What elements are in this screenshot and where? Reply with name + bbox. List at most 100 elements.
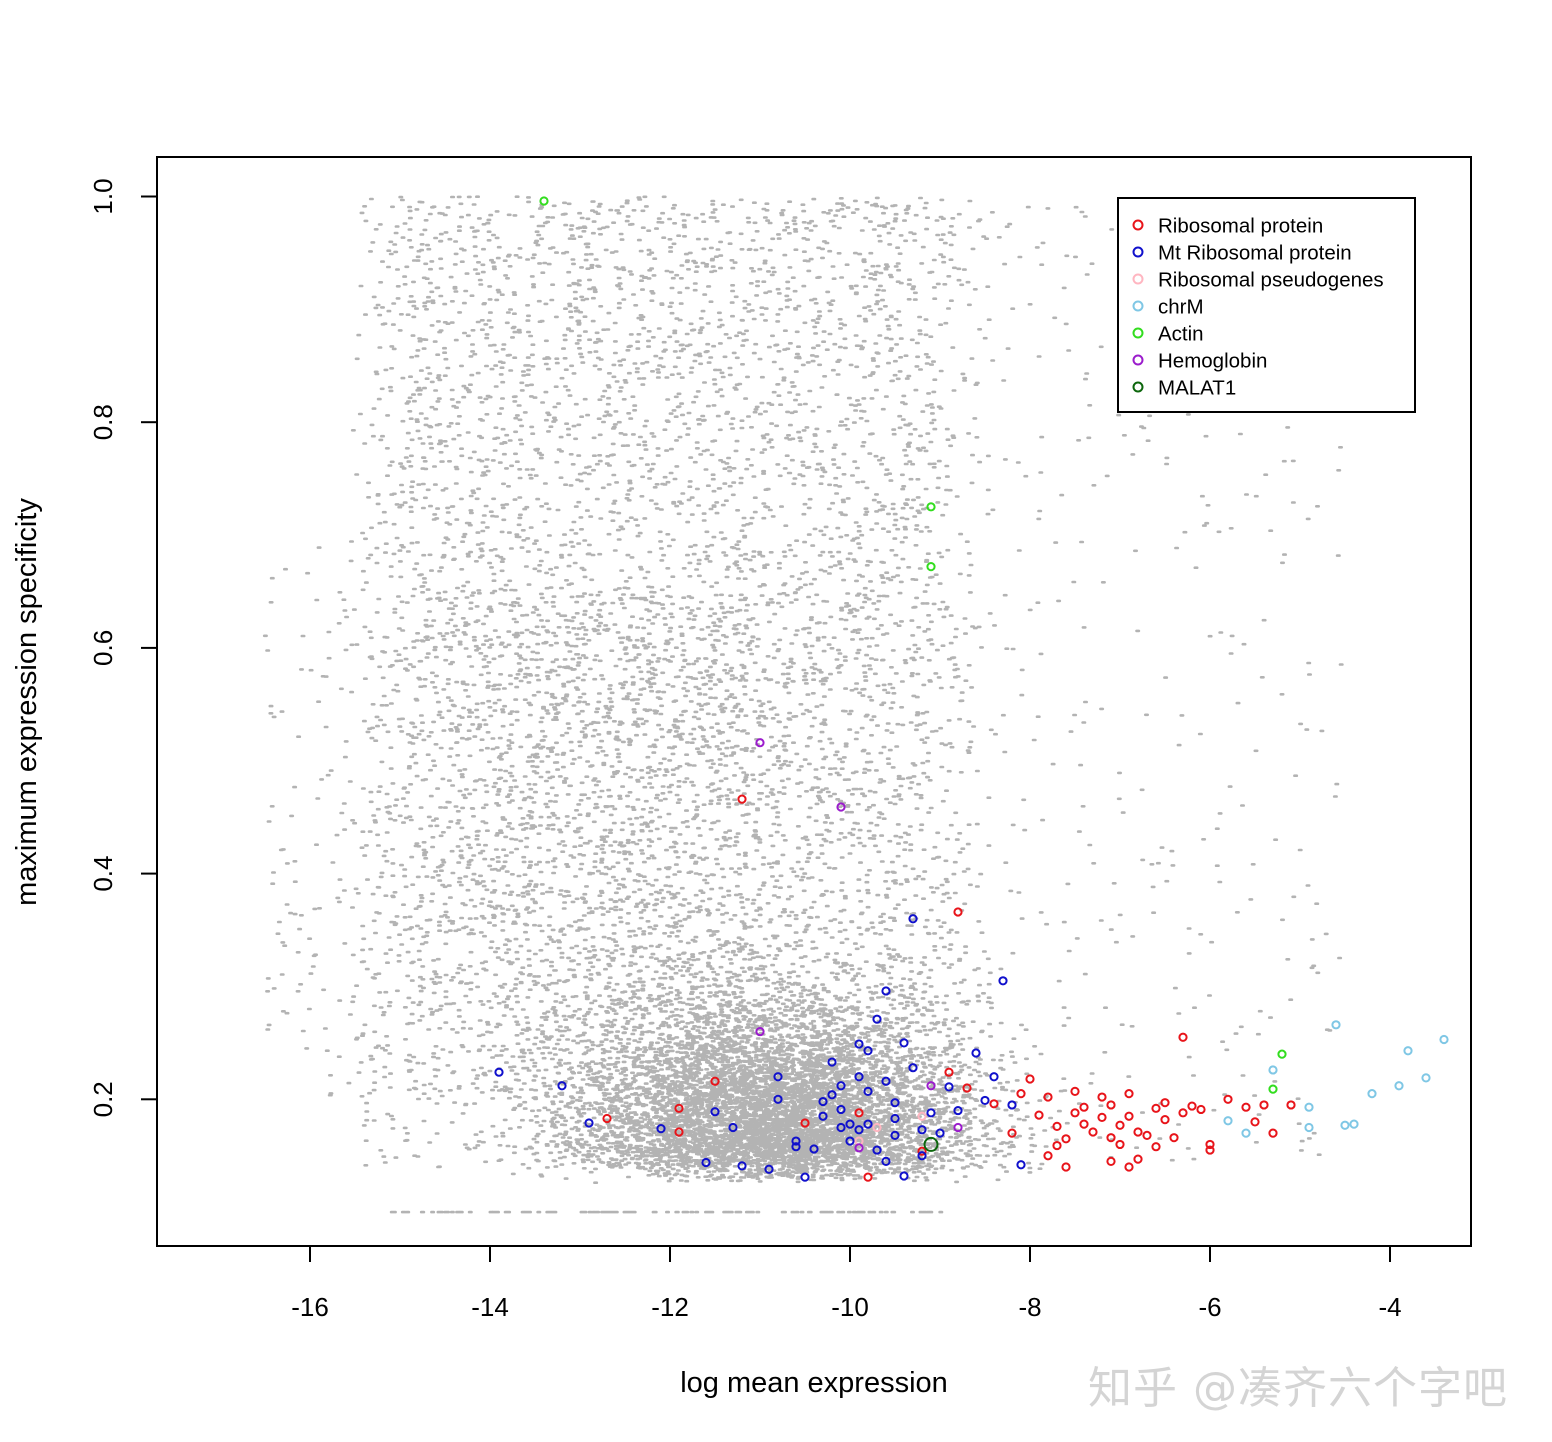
data-point [1134,1156,1141,1163]
data-point [1017,1090,1024,1097]
data-point [1350,1121,1357,1128]
x-axis-title: log mean expression [680,1367,948,1399]
data-point [1017,1161,1024,1168]
data-point [927,1109,934,1116]
data-point [1080,1104,1087,1111]
data-point [990,1073,997,1080]
data-point [1080,1121,1087,1128]
data-point [801,1174,808,1181]
data-point [1089,1128,1096,1135]
data-point [882,987,889,994]
x-tick-label: -16 [291,1292,329,1322]
data-point [1134,1128,1141,1135]
data-point [864,1174,871,1181]
legend-item: Ribosomal protein [1134,215,1324,238]
legend-item: Ribosomal pseudogenes [1134,269,1384,292]
y-tick-label: 0.6 [88,630,118,666]
data-point [1269,1130,1276,1137]
data-point [1143,1132,1150,1139]
data-point [972,1049,979,1056]
data-point [1098,1093,1105,1100]
data-point [1035,1111,1042,1118]
data-point [1404,1047,1411,1054]
legend-item: Mt Ribosomal protein [1134,242,1352,265]
legend-label: Ribosomal pseudogenes [1158,269,1384,292]
data-point [1107,1158,1114,1165]
data-point [1053,1142,1060,1149]
x-tick-label: -12 [651,1292,689,1322]
x-tick-label: -4 [1378,1292,1401,1322]
data-point [1098,1114,1105,1121]
legend-label: MALAT1 [1158,377,1236,400]
data-point [1287,1101,1294,1108]
y-tick-label: 0.8 [88,404,118,440]
legend: Ribosomal protein Mt Ribosomal protein Rib… [1118,198,1415,412]
data-point [1179,1034,1186,1041]
data-point [1440,1036,1447,1043]
data-point [1179,1109,1186,1116]
legend-label: chrM [1158,296,1204,319]
data-point [900,1039,907,1046]
data-point [999,977,1006,984]
data-point [1170,1134,1177,1141]
data-point [1071,1088,1078,1095]
legend-label: Actin [1158,323,1204,346]
data-point [1341,1122,1348,1129]
data-point [1197,1106,1204,1113]
y-tick-label: 1.0 [88,178,118,214]
data-point [1224,1096,1231,1103]
y-tick-label: 0.2 [88,1081,118,1117]
data-point [927,503,934,510]
data-point [1368,1090,1375,1097]
data-point [1107,1101,1114,1108]
data-point [1116,1122,1123,1129]
data-point [1305,1124,1312,1131]
data-point [1395,1082,1402,1089]
data-point [1242,1104,1249,1111]
data-point [1044,1152,1051,1159]
legend-label: Ribosomal protein [1158,215,1323,238]
data-point [1161,1116,1168,1123]
data-point [1260,1101,1267,1108]
data-point [1125,1113,1132,1120]
data-point [738,796,745,803]
x-axis: -16 -14 -12 -10 -8 -6 -4 [291,1246,1401,1322]
data-point [1251,1118,1258,1125]
data-point [1422,1074,1429,1081]
x-tick-label: -8 [1018,1292,1041,1322]
data-point [1224,1117,1231,1124]
data-point [900,1172,907,1179]
data-point [1125,1090,1132,1097]
x-tick-label: -14 [471,1292,509,1322]
x-tick-label: -6 [1198,1292,1221,1322]
data-point [1305,1104,1312,1111]
data-point [1332,1021,1339,1028]
y-axis: 0.2 0.4 0.6 0.8 1.0 [88,178,157,1117]
legend-label: Hemoglobin [1158,350,1267,373]
legend-label: Mt Ribosomal protein [1158,242,1352,265]
data-point [927,563,934,570]
data-point [1062,1163,1069,1170]
data-point [1188,1102,1195,1109]
data-point [1269,1086,1276,1093]
data-point [981,1097,988,1104]
data-point [954,908,961,915]
data-point [1008,1101,1015,1108]
y-axis-title: maximum expression specificity [11,498,43,906]
x-tick-label: -10 [831,1292,869,1322]
data-point [1152,1143,1159,1150]
data-point [1071,1109,1078,1116]
data-point [1152,1105,1159,1112]
data-point [1062,1135,1069,1142]
data-point [1026,1075,1033,1082]
data-point [756,739,763,746]
watermark: 知乎 @凑齐六个字吧 [1088,1352,1508,1416]
data-point [1125,1163,1132,1170]
y-tick-label: 0.4 [88,856,118,892]
data-point [1242,1130,1249,1137]
data-point [540,197,547,204]
data-point [1269,1066,1276,1073]
data-point [1278,1051,1285,1058]
data-point [1116,1141,1123,1148]
